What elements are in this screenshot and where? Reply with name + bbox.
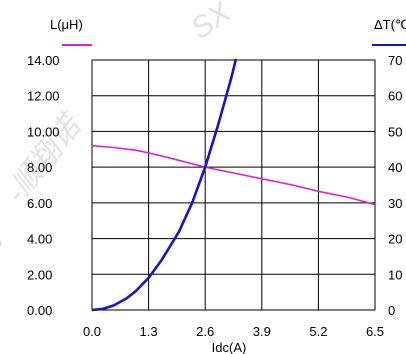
- plot-frame: [91, 59, 376, 311]
- x-tick-label: 3.9: [253, 324, 271, 339]
- series-lines: [92, 58, 375, 312]
- y-right-tick-label: 0: [388, 303, 395, 318]
- right-axis-title: ΔT(℃: [374, 17, 406, 32]
- y-right-tick-label: 60: [388, 89, 402, 104]
- y-left-tick-label: 0.00: [27, 303, 52, 318]
- inductance-series-line: [92, 144, 375, 206]
- y-right-tick-label: 70: [388, 53, 402, 68]
- y-left-tick-label: 4.00: [27, 232, 52, 247]
- y-right-tick-label: 10: [388, 267, 402, 282]
- x-tick-label: 5.2: [309, 324, 327, 339]
- x-tick-label: 1.3: [140, 324, 158, 339]
- y-right-tick-label: 40: [388, 160, 402, 175]
- temperature-series-line: [92, 58, 237, 312]
- y-left-tick-label: 12.00: [27, 89, 60, 104]
- x-tick-label: 2.6: [196, 324, 214, 339]
- y-right-tick-label: 50: [388, 124, 402, 139]
- y-left-tick-label: 6.00: [27, 196, 52, 211]
- y-right-tick-label: 30: [388, 196, 402, 211]
- y-left-tick-label: 10.00: [27, 124, 60, 139]
- y-left-tick-label: 14.00: [27, 53, 60, 68]
- x-tick-label: 0.0: [83, 324, 101, 339]
- x-tick-label: 6.5: [366, 324, 384, 339]
- grid: [91, 59, 376, 311]
- y-right-tick-label: 20: [388, 232, 402, 247]
- left-axis-title: L(μH): [50, 17, 83, 32]
- x-axis-title: Idc(A): [212, 340, 247, 354]
- tick-labels: 0.00 2.00 4.00 6.00 8.00 10.00 12.00 14.00 0 10 20…: [27, 53, 402, 339]
- y-left-tick-label: 2.00: [27, 267, 52, 282]
- y-left-tick-label: 8.00: [27, 160, 52, 175]
